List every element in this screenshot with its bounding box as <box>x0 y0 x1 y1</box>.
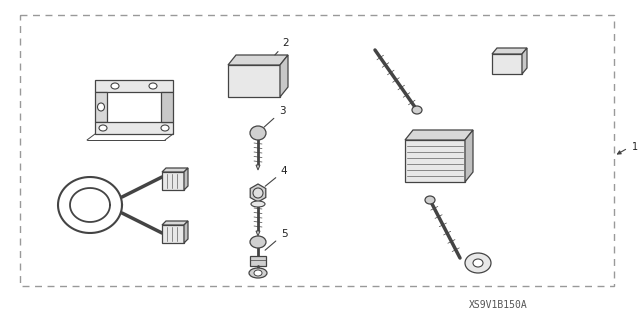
Polygon shape <box>256 165 260 170</box>
Ellipse shape <box>111 83 119 89</box>
Text: 2: 2 <box>275 38 289 55</box>
Polygon shape <box>162 172 184 190</box>
Polygon shape <box>492 48 527 54</box>
Ellipse shape <box>473 259 483 267</box>
Ellipse shape <box>97 103 104 111</box>
Polygon shape <box>228 55 288 65</box>
Ellipse shape <box>254 270 262 276</box>
Text: 3: 3 <box>264 106 285 127</box>
Polygon shape <box>492 54 522 74</box>
Polygon shape <box>162 221 188 225</box>
Ellipse shape <box>465 253 491 273</box>
Text: XS9V1B150A: XS9V1B150A <box>468 300 527 310</box>
Ellipse shape <box>425 196 435 204</box>
Polygon shape <box>95 122 173 134</box>
Text: 4: 4 <box>265 166 287 186</box>
Ellipse shape <box>412 106 422 114</box>
Ellipse shape <box>161 125 169 131</box>
Ellipse shape <box>250 126 266 140</box>
Polygon shape <box>250 256 266 266</box>
Polygon shape <box>95 80 173 92</box>
Polygon shape <box>161 92 173 122</box>
Ellipse shape <box>253 188 263 198</box>
Polygon shape <box>184 168 188 190</box>
Polygon shape <box>162 168 188 172</box>
Polygon shape <box>250 184 266 202</box>
Polygon shape <box>280 55 288 97</box>
Ellipse shape <box>250 236 266 248</box>
Ellipse shape <box>249 268 267 278</box>
Polygon shape <box>405 130 473 140</box>
Text: 1: 1 <box>632 142 638 152</box>
Polygon shape <box>184 221 188 243</box>
Ellipse shape <box>251 201 265 207</box>
Polygon shape <box>162 225 184 243</box>
Ellipse shape <box>149 83 157 89</box>
Polygon shape <box>256 231 260 236</box>
Ellipse shape <box>99 125 107 131</box>
Polygon shape <box>522 48 527 74</box>
Polygon shape <box>228 65 280 97</box>
Polygon shape <box>95 92 107 122</box>
Polygon shape <box>465 130 473 182</box>
Polygon shape <box>405 140 465 182</box>
Text: 5: 5 <box>265 229 287 250</box>
